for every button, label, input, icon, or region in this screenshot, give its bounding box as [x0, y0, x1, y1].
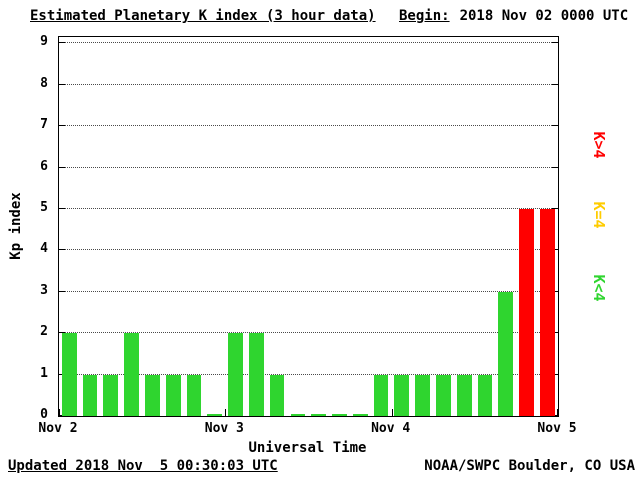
x-axis-tick: [59, 409, 60, 416]
begin-value: 2018 Nov 02 0000 UTC: [459, 8, 629, 24]
kp-bar: [248, 333, 264, 416]
x-axis-labels: Nov 2 Nov 3 Nov 4 Nov 5: [0, 421, 640, 437]
kp-bar: [186, 374, 202, 416]
y-tick-label: 5: [40, 200, 48, 215]
begin-label: Begin:: [399, 8, 450, 24]
kp-bar: [269, 374, 285, 416]
source-text: NOAA/SWPC Boulder, CO USA: [424, 458, 635, 474]
y-axis-tick: [552, 83, 558, 85]
y-axis-tick: [59, 290, 65, 292]
kp-bar: [207, 414, 223, 416]
gridline: [59, 42, 558, 44]
kp-bar: [61, 333, 77, 416]
kp-bar: [373, 374, 389, 416]
y-axis-tick: [59, 83, 65, 85]
legend-label: K<4: [590, 274, 608, 302]
kp-bar: [394, 374, 410, 416]
gridline: [59, 83, 558, 85]
gridline: [59, 166, 558, 168]
gridline: [59, 290, 558, 292]
legend-label: K>4: [590, 131, 608, 159]
y-axis-tick: [552, 249, 558, 251]
y-axis-tick: [552, 332, 558, 334]
kp-bar: [290, 414, 306, 416]
kp-bar: [103, 374, 119, 416]
y-tick-label: 2: [40, 324, 48, 340]
y-tick-label: 4: [40, 241, 48, 257]
x-day-label: Nov 5: [537, 421, 577, 436]
y-axis-tick: [552, 42, 558, 44]
y-tick-label: 0: [40, 407, 48, 422]
y-axis-tick: [552, 415, 558, 416]
y-axis-ticks: 0 1 2 3 4 5 6 7 8 9: [8, 0, 48, 480]
kp-bar: [519, 209, 534, 416]
chart-title: Estimated Planetary K index (3 hour data…: [30, 8, 376, 24]
y-axis-tick: [59, 249, 65, 251]
y-tick-label: 8: [40, 75, 48, 91]
kp-bar: [456, 374, 472, 416]
y-axis-tick: [552, 166, 558, 168]
kp-bar: [477, 374, 493, 416]
plot-area: [58, 36, 559, 417]
gridline: [59, 125, 558, 127]
kp-bar: [124, 333, 139, 416]
kp-bar: [415, 374, 431, 416]
y-tick-label: 9: [40, 34, 48, 50]
kp-bar: [540, 209, 555, 416]
y-axis-tick: [552, 290, 558, 292]
kp-bar: [498, 291, 514, 416]
gridline: [59, 249, 558, 251]
kp-bar: [165, 374, 181, 416]
kp-bar: [82, 374, 98, 416]
gridline: [59, 208, 558, 209]
y-tick-label: 1: [40, 365, 48, 381]
x-day-label: Nov 3: [204, 421, 244, 436]
x-day-label: Nov 4: [371, 421, 411, 436]
y-tick-label: 3: [40, 282, 48, 298]
kp-bar: [436, 374, 451, 416]
x-axis-title: Universal Time: [248, 440, 367, 456]
y-axis-tick: [552, 208, 558, 209]
legend-label: K=4: [590, 201, 608, 229]
x-axis-tick: [557, 409, 558, 416]
begin-block: Begin: 2018 Nov 02 0000 UTC: [399, 8, 628, 24]
y-axis-tick: [59, 125, 65, 127]
y-axis-tick: [552, 373, 558, 375]
y-axis-tick: [59, 166, 65, 168]
kp-bar: [144, 374, 160, 416]
x-axis-tick: [225, 409, 227, 416]
x-day-label: Nov 2: [38, 421, 78, 436]
y-tick-label: 6: [40, 158, 48, 174]
gridline: [59, 332, 558, 334]
kp-bar: [352, 414, 368, 416]
y-axis-tick: [59, 42, 65, 44]
kp-bar: [332, 414, 347, 416]
kp-bar: [228, 333, 243, 416]
y-tick-label: 7: [40, 117, 48, 133]
kp-bar: [311, 414, 327, 416]
y-axis-tick: [552, 125, 558, 127]
x-axis-tick: [391, 409, 393, 416]
gridline: [59, 373, 558, 375]
y-axis-tick: [59, 208, 65, 209]
y-axis-tick: [59, 332, 65, 334]
updated-text: Updated 2018 Nov 5 00:30:03 UTC: [8, 458, 278, 474]
